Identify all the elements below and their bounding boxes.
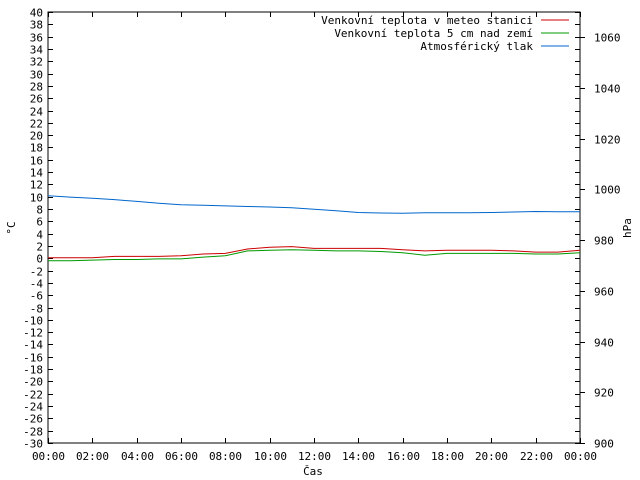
y-tick-label: -12 xyxy=(23,327,43,340)
y-axis-label: °C xyxy=(5,221,18,234)
series-line-3 xyxy=(47,195,580,214)
y-tick-label: 28 xyxy=(30,81,43,94)
y-tick-label: -20 xyxy=(23,376,43,389)
y-tick-label: 38 xyxy=(30,19,43,32)
ticks: 4038363432302826242220181614121086420-2-… xyxy=(23,7,620,464)
y-tick-label: -30 xyxy=(23,438,43,451)
y2-tick-label: 1020 xyxy=(594,134,621,147)
y-tick-label: -8 xyxy=(30,303,43,316)
x-tick-label: 14:00 xyxy=(342,450,375,463)
legend-label-3: Atmosférický tlak xyxy=(420,40,533,53)
y-tick-label: -10 xyxy=(23,315,43,328)
x-tick-label: 04:00 xyxy=(121,450,154,463)
plot-frame xyxy=(47,11,581,444)
y-tick-label: -24 xyxy=(23,401,43,414)
y-tick-label: -4 xyxy=(30,278,44,291)
legend: Venkovní teplota v meteo staniciVenkovní… xyxy=(321,14,569,53)
x-tick-label: 00:00 xyxy=(32,450,65,463)
y2-tick-label: 900 xyxy=(594,438,614,451)
y-tick-label: -26 xyxy=(23,413,43,426)
y2-tick-label: 960 xyxy=(594,286,614,299)
y-tick-label: -22 xyxy=(23,389,43,402)
y-tick-label: 20 xyxy=(30,130,43,143)
x-tick-label: 02:00 xyxy=(76,450,109,463)
x-axis-label: Čas xyxy=(303,465,323,478)
y-tick-label: 22 xyxy=(30,118,43,131)
series-line-2 xyxy=(48,249,581,262)
y-tick-label: 4 xyxy=(36,229,43,242)
series-line-1 xyxy=(48,246,581,259)
x-tick-label: 18:00 xyxy=(431,450,464,463)
y-tick-label: 10 xyxy=(30,192,43,205)
y-tick-label: 8 xyxy=(36,204,43,217)
y2-tick-label: 940 xyxy=(594,337,614,350)
y-tick-label: 26 xyxy=(30,93,43,106)
y-tick-label: 12 xyxy=(30,179,43,192)
x-tick-label: 22:00 xyxy=(520,450,553,463)
axes xyxy=(47,11,581,444)
y2-tick-label: 920 xyxy=(594,387,614,400)
y2-axis-label: hPa xyxy=(621,218,634,238)
y-tick-label: 30 xyxy=(30,69,43,82)
y2-tick-label: 1000 xyxy=(594,184,621,197)
y-tick-label: 14 xyxy=(30,167,44,180)
series-lines xyxy=(47,195,581,262)
y-tick-label: -18 xyxy=(23,364,43,377)
y-tick-label: 2 xyxy=(36,241,43,254)
y-tick-label: -16 xyxy=(23,352,43,365)
x-tick-label: 12:00 xyxy=(298,450,331,463)
legend-label-2: Venkovní teplota 5 cm nad zemí xyxy=(334,27,533,40)
y-tick-label: 16 xyxy=(30,155,43,168)
y2-tick-label: 980 xyxy=(594,235,614,248)
y-tick-label: 0 xyxy=(36,253,43,266)
y-tick-label: 36 xyxy=(30,32,43,45)
y2-tick-label: 1040 xyxy=(594,83,621,96)
y2-tick-label: 1060 xyxy=(594,32,621,45)
y-tick-label: 6 xyxy=(36,216,43,229)
x-tick-label: 10:00 xyxy=(254,450,287,463)
x-tick-label: 20:00 xyxy=(475,450,508,463)
y-tick-label: -14 xyxy=(23,339,43,352)
x-tick-label: 16:00 xyxy=(387,450,420,463)
y-tick-label: 24 xyxy=(30,106,44,119)
y-tick-label: 32 xyxy=(30,56,43,69)
y-tick-label: 18 xyxy=(30,142,43,155)
y-tick-label: -2 xyxy=(30,266,43,279)
y-tick-label: -28 xyxy=(23,426,43,439)
y-tick-label: -6 xyxy=(30,290,43,303)
x-tick-label: 08:00 xyxy=(209,450,242,463)
y-tick-label: 40 xyxy=(30,7,43,20)
y-tick-label: 34 xyxy=(30,44,44,57)
x-tick-label: 00:00 xyxy=(564,450,597,463)
legend-label-1: Venkovní teplota v meteo stanici xyxy=(321,14,533,27)
x-tick-label: 06:00 xyxy=(165,450,198,463)
